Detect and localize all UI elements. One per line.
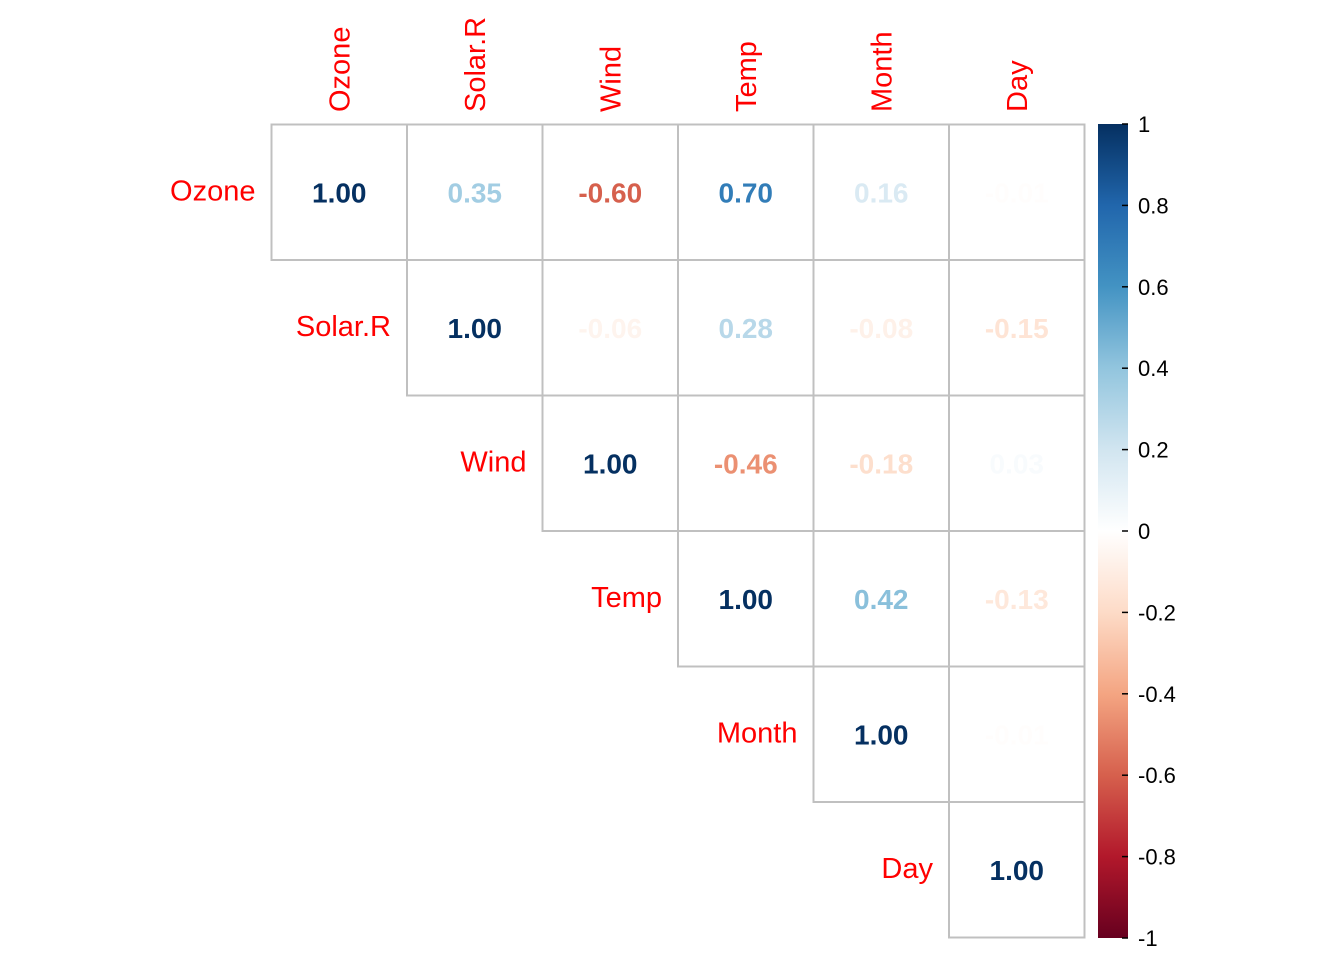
legend-tick-label: 0.8 bbox=[1138, 193, 1169, 218]
legend-tick-label: -0.2 bbox=[1138, 600, 1176, 625]
row-label-ozone: Ozone bbox=[170, 175, 255, 207]
col-label-month: Month bbox=[866, 31, 898, 112]
value-wind-temp: -0.46 bbox=[714, 448, 778, 479]
cell-temp-temp bbox=[677, 530, 815, 668]
cell-ozone-ozone bbox=[270, 123, 408, 261]
col-label-ozone: Ozone bbox=[324, 27, 356, 112]
cell-solar-r-day bbox=[948, 259, 1086, 397]
col-label-solar-r: Solar.R bbox=[460, 17, 492, 112]
cell-ozone-temp bbox=[677, 123, 815, 261]
legend-tick-label: -0.8 bbox=[1138, 845, 1176, 870]
cell-wind-day bbox=[948, 394, 1086, 532]
value-ozone-day: -0.01 bbox=[985, 177, 1049, 208]
row-labels: Ozone Solar.R Wind Temp Month Day bbox=[170, 175, 933, 885]
value-solar-r-month: -0.08 bbox=[849, 313, 913, 344]
legend-tick-label: -1 bbox=[1138, 926, 1158, 951]
legend-tick-label: 0 bbox=[1138, 519, 1150, 544]
row-label-day: Day bbox=[881, 853, 933, 885]
row-label-wind: Wind bbox=[460, 446, 526, 478]
value-wind-month: -0.18 bbox=[849, 448, 913, 479]
legend-tick-label: -0.4 bbox=[1138, 682, 1176, 707]
cell-solar-r-month bbox=[812, 259, 950, 397]
value-month-day: -0.01 bbox=[985, 719, 1049, 750]
value-day-day: 1.00 bbox=[990, 855, 1045, 886]
value-temp-day: -0.13 bbox=[985, 584, 1049, 615]
value-temp-temp: 1.00 bbox=[719, 584, 774, 615]
value-ozone-solar-r: 0.35 bbox=[448, 177, 503, 208]
value-solar-r-day: -0.15 bbox=[985, 313, 1049, 344]
row-label-month: Month bbox=[717, 717, 798, 749]
value-ozone-ozone: 1.00 bbox=[312, 177, 367, 208]
coefficient-values: 1.00 0.35 -0.60 0.70 0.16 -0.01 1.00 -0.06 0.28 -… bbox=[312, 177, 1049, 886]
legend-tick-label: 1 bbox=[1138, 112, 1150, 137]
value-wind-wind: 1.00 bbox=[583, 448, 638, 479]
value-ozone-wind: -0.60 bbox=[578, 177, 642, 208]
value-month-month: 1.00 bbox=[854, 719, 909, 750]
value-solar-r-wind: -0.06 bbox=[578, 313, 642, 344]
cell-month-month bbox=[812, 665, 950, 803]
legend-tick-label: 0.6 bbox=[1138, 275, 1169, 300]
value-ozone-temp: 0.70 bbox=[719, 177, 774, 208]
legend-tick-label: 0.4 bbox=[1138, 356, 1169, 381]
cell-solar-r-wind bbox=[541, 259, 679, 397]
value-solar-r-temp: 0.28 bbox=[719, 313, 774, 344]
row-label-temp: Temp bbox=[591, 582, 662, 614]
col-label-day: Day bbox=[1002, 60, 1034, 112]
cell-ozone-day bbox=[948, 123, 1086, 261]
cell-wind-wind bbox=[541, 394, 679, 532]
cell-ozone-solar-r bbox=[406, 123, 544, 261]
col-label-wind: Wind bbox=[595, 46, 627, 112]
value-temp-month: 0.42 bbox=[854, 584, 909, 615]
cell-ozone-wind bbox=[541, 123, 679, 261]
cell-temp-month bbox=[812, 530, 950, 668]
column-labels: Ozone Solar.R Wind Temp Month Day bbox=[324, 17, 1034, 112]
row-label-solar-r: Solar.R bbox=[296, 311, 391, 343]
value-solar-r-solar-r: 1.00 bbox=[448, 313, 503, 344]
cell-temp-day bbox=[948, 530, 1086, 668]
color-legend: 1 0.8 0.6 0.4 0.2 0 -0.2 -0.4 -0.6 -0.8 -1 bbox=[1098, 112, 1176, 951]
legend-tick-label: -0.6 bbox=[1138, 763, 1176, 788]
value-wind-day: 0.03 bbox=[990, 448, 1045, 479]
value-ozone-month: 0.16 bbox=[854, 177, 909, 208]
cell-wind-month bbox=[812, 394, 950, 532]
legend-tick-label: 0.2 bbox=[1138, 438, 1169, 463]
cell-day-day bbox=[948, 801, 1086, 939]
matrix-grid bbox=[270, 123, 1086, 939]
cell-solar-r-solar-r bbox=[406, 259, 544, 397]
cell-month-day bbox=[948, 665, 1086, 803]
col-label-temp: Temp bbox=[731, 41, 763, 112]
